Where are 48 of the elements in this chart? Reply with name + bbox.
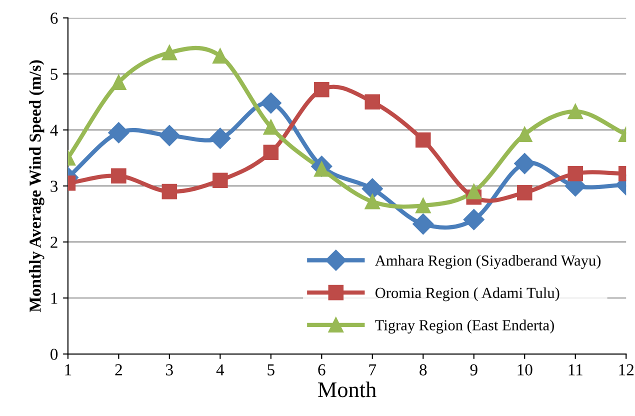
point <box>364 194 380 210</box>
y-tick-label: 6 <box>50 12 58 24</box>
point <box>314 82 330 98</box>
point <box>108 122 130 144</box>
x-tick-label: 4 <box>216 364 224 376</box>
point <box>210 128 231 149</box>
y-tick-label: 4 <box>50 124 58 136</box>
point <box>162 44 178 60</box>
point <box>466 184 482 200</box>
point <box>362 178 383 200</box>
y-axis-title: Monthly Average Wind Speed (m/s) <box>29 60 44 312</box>
point <box>416 198 431 214</box>
x-tick-label: 1 <box>65 364 72 376</box>
point <box>412 214 434 235</box>
x-tick-label: 11 <box>568 364 582 376</box>
point <box>516 185 532 200</box>
x-tick-label: 6 <box>318 364 326 376</box>
x-tick-label: 7 <box>369 364 376 376</box>
point <box>568 166 584 182</box>
x-tick-label: 9 <box>470 364 478 376</box>
legend-label: Tigray Region (East Enderta) <box>375 320 554 334</box>
point <box>263 119 279 135</box>
point <box>162 184 178 200</box>
y-tick-label: 2 <box>50 236 58 248</box>
point <box>514 153 536 174</box>
x-tick-label: 12 <box>619 364 634 376</box>
y-tick-label: 1 <box>51 292 58 304</box>
x-tick-label: 5 <box>268 364 274 376</box>
y-tick-label: 5 <box>50 68 58 80</box>
point <box>416 132 431 148</box>
point <box>263 144 279 160</box>
x-tick-label: 2 <box>115 364 122 376</box>
point <box>568 104 584 120</box>
y-tick-label: 3 <box>50 180 58 192</box>
point <box>260 92 282 114</box>
point <box>158 125 180 146</box>
y-tick-label: 0 <box>50 348 58 360</box>
legend-label: Amhara Region (Siyadberand Wayu) <box>375 254 601 269</box>
x-axis-title: Month <box>318 382 376 398</box>
x-tick-label: 8 <box>420 364 427 376</box>
point <box>212 172 228 188</box>
x-tick-label: 10 <box>518 364 532 376</box>
legend-label: Oromia Region ( Adami Tulu) <box>375 287 560 302</box>
x-tick-label: 3 <box>166 364 173 376</box>
point <box>463 209 484 230</box>
point <box>364 94 380 110</box>
point <box>111 168 126 184</box>
point <box>111 74 126 90</box>
